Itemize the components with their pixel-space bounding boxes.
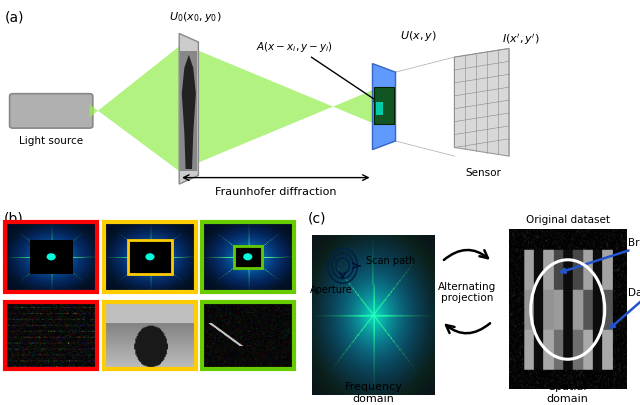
- Circle shape: [47, 254, 56, 261]
- Polygon shape: [454, 49, 509, 157]
- Text: Brightfield: Brightfield: [561, 237, 640, 273]
- Text: Light source: Light source: [19, 135, 83, 145]
- Text: Original dataset: Original dataset: [526, 214, 610, 224]
- Bar: [180, 51, 197, 172]
- Text: Spatial
domain: Spatial domain: [547, 382, 589, 403]
- Text: Aperture: Aperture: [310, 284, 352, 294]
- Text: $U_0(x_0,y_0)$: $U_0(x_0,y_0)$: [169, 10, 221, 23]
- Text: $U(x,y)$: $U(x,y)$: [400, 29, 436, 43]
- Bar: [29, 240, 73, 274]
- Bar: [202, 222, 294, 292]
- Polygon shape: [198, 51, 374, 163]
- Polygon shape: [179, 34, 198, 185]
- Bar: [376, 103, 383, 116]
- Bar: [104, 302, 196, 369]
- Text: Alternating
projection: Alternating projection: [438, 281, 496, 303]
- Text: $A(x-x_i,y-y_i)$: $A(x-x_i,y-y_i)$: [256, 40, 378, 103]
- Bar: [129, 240, 172, 274]
- Bar: [5, 302, 97, 369]
- Polygon shape: [372, 64, 396, 150]
- Bar: [104, 222, 196, 292]
- Text: (a): (a): [5, 11, 24, 25]
- FancyArrowPatch shape: [444, 250, 488, 260]
- FancyArrowPatch shape: [446, 324, 490, 333]
- Text: (b): (b): [4, 211, 24, 225]
- Text: (c): (c): [307, 211, 326, 225]
- FancyBboxPatch shape: [10, 94, 93, 129]
- Circle shape: [145, 254, 154, 261]
- Text: Fraunhofer diffraction: Fraunhofer diffraction: [215, 187, 337, 197]
- Circle shape: [243, 254, 252, 261]
- Bar: [202, 302, 294, 369]
- Bar: [234, 246, 262, 268]
- Polygon shape: [90, 47, 179, 172]
- Text: $I(x^{\prime},y^{\prime})$: $I(x^{\prime},y^{\prime})$: [502, 32, 540, 47]
- Text: Darkfield: Darkfield: [611, 287, 640, 328]
- Text: Scan path: Scan path: [366, 255, 415, 265]
- Text: Sensor: Sensor: [465, 167, 501, 177]
- Bar: [5, 222, 97, 292]
- Polygon shape: [182, 56, 196, 170]
- Text: Frequency
domain: Frequency domain: [344, 382, 403, 403]
- Bar: [374, 88, 394, 124]
